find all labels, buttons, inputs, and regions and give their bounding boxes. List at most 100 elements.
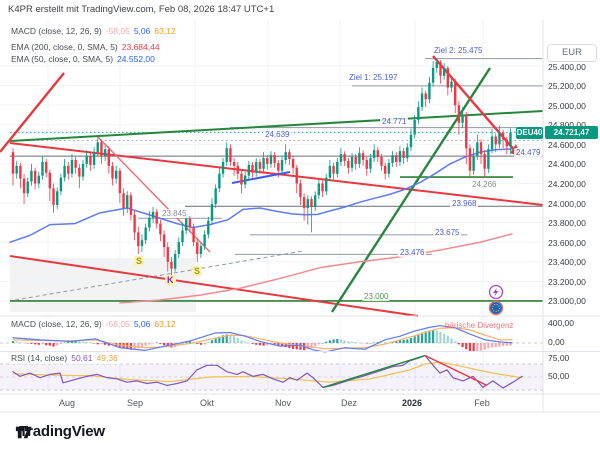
lower-support-red[interactable] [9,255,419,317]
price-axis-label[interactable]: 24.400,00 [548,159,586,170]
rsi-divergence-red[interactable] [424,354,488,387]
triangle-upper-green[interactable] [9,110,544,142]
pattern-letter-k[interactable]: K [165,275,176,285]
candle-body [376,150,380,158]
time-axis-label[interactable]: Okt [199,398,215,408]
price-axis-label[interactable]: 23.400,00 [548,257,586,268]
level-label-125197[interactable]: Ziel 1: 25.197 [347,73,400,82]
macd-hist-bar [446,335,449,343]
macd-axis-label[interactable]: 0,00 [548,336,565,347]
candle-body [302,197,306,208]
macd-hist-bar [465,343,468,350]
price-axis-label[interactable]: 23.600,00 [548,237,586,248]
candle-body [490,136,494,150]
candle-body [59,177,63,192]
time-axis-label[interactable]: Feb [474,398,490,408]
macd-hist-bar [395,340,398,343]
macd-line [12,325,513,353]
level-label-23000[interactable]: 23.000 [362,292,391,301]
macd-hist-bar [196,343,199,344]
time-axis-label[interactable]: Nov [274,398,292,408]
macd-hist-bar [468,343,472,352]
level-label-24479[interactable]: 24.479 [514,148,543,157]
macd-hist-bar [299,343,302,350]
consolidation-zone[interactable] [10,258,196,312]
price-axis-label[interactable]: 24.000,00 [548,198,586,209]
macd-hist-bar [494,343,497,348]
legend-ema50[interactable]: EMA (50, close, 0, SMA, 5) 24.552,00 [8,53,160,65]
price-axis-label[interactable]: 23.200,00 [548,276,586,287]
price-axis-label[interactable]: 24.800,00 [548,120,586,131]
level-label-23476[interactable]: 23.476 [398,248,427,257]
time-axis-label[interactable]: Dez [340,398,358,408]
macd-hist-bar [45,343,48,346]
candle-body [199,246,203,254]
candle-body [107,149,111,166]
macd-hist-bar [96,343,99,345]
candle-body [85,156,88,164]
candle-body [225,148,228,162]
price-axis-label[interactable]: 25.200,00 [548,81,586,92]
macd-hist-bar [479,343,483,351]
price-axis-label[interactable]: 24.200,00 [548,178,586,189]
legend-rsi-pane[interactable]: RSI (14, close) 50,61 49,36 [8,352,123,364]
macd-hist-bar [59,343,63,344]
level-label-23675[interactable]: 23.675 [433,228,462,237]
pattern-letter-s[interactable]: S [192,266,203,276]
bearish-divergence-label[interactable]: bärische Divergenz [445,321,514,330]
macd-hist-bar [380,342,383,344]
macd-hist-bar [339,339,343,343]
level-label-23845[interactable]: 23.845 [160,209,189,218]
coin-marker-icon[interactable] [488,300,504,316]
rsi-axis-label[interactable]: 75,00 [548,352,570,363]
macd-hist-bar [439,331,442,343]
candle-body [361,153,365,160]
macd-hist-bar [358,342,361,344]
macd-hist-bar [384,343,387,344]
candle-body [207,220,210,235]
price-axis-label[interactable]: 23.000,00 [548,296,586,307]
macd-hist-bar [373,342,376,344]
macd-hist-bar [166,343,169,347]
macd-hist-bar [490,343,494,348]
level-label-225475[interactable]: Ziel 2: 25.475 [432,46,485,55]
time-axis-label[interactable]: 2026 [401,398,423,408]
level-label-24771[interactable]: 24.771 [380,117,409,126]
price-axis-label[interactable]: 23.800,00 [548,218,586,229]
macd-axis-label[interactable]: 400,00 [548,317,574,328]
price-axis-label[interactable]: 25.000,00 [548,100,586,111]
legend-macd-main[interactable]: MACD (close, 12, 26, 9) -58,05 5,06 63,12 [8,25,181,37]
macd-hist-bar [369,343,372,344]
sep-breakdown-red[interactable] [97,136,211,253]
candle-body [387,162,391,174]
time-axis-label[interactable]: Aug [58,398,76,408]
macd-hist-bar [236,338,239,343]
time-axis-label[interactable]: Sep [126,398,144,408]
price-axis-label[interactable]: 24.600,00 [548,139,586,150]
macd-hist-bar [207,342,210,344]
candle-body [37,175,40,184]
macd-hist-bar [336,338,339,343]
macd-hist-bar [454,341,457,343]
macd-hist-bar [273,343,276,345]
pattern-letter-s[interactable]: S [134,256,145,266]
rsi-axis-label[interactable]: 50,00 [548,370,570,381]
candle-body [15,165,18,174]
macd-hist-bar [354,342,357,343]
steep-green-rally[interactable] [330,67,492,313]
level-label-24266[interactable]: 24.266 [470,180,499,189]
legend-ema200[interactable]: EMA (200, close, 0, SMA, 5) 23.684,44 [8,41,165,53]
currency-badge[interactable]: EUR [547,44,597,62]
candle-body [221,161,225,174]
candle-body [428,82,431,100]
legend-rsi-label: RSI (14, close) [11,353,68,363]
legend-macd-pane[interactable]: MACD (close, 12, 26, 9) -58,05 5,06 63,12 [8,318,181,330]
price-axis-label[interactable]: 25.400,00 [548,61,586,72]
level-label-23968[interactable]: 23.968 [450,199,479,208]
candle-body [63,165,66,178]
level-label-24639[interactable]: 24.639 [263,130,292,139]
macd-hist-bar [26,343,29,344]
steep-red-topleft[interactable] [0,72,65,153]
rsi-divergence-green[interactable] [322,354,426,389]
